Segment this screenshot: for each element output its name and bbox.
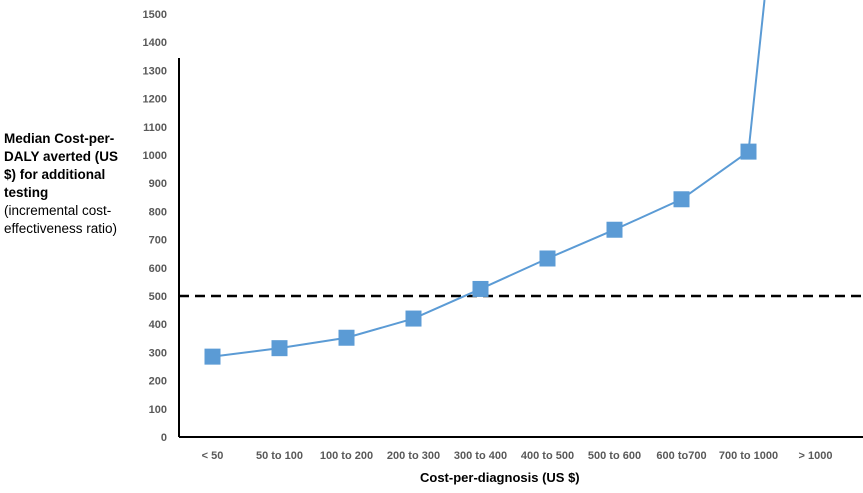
data-point (539, 250, 556, 267)
x-tick-label: 500 to 600 (588, 450, 641, 462)
y-tick-label: 700 (149, 235, 167, 247)
y-tick-label: 0 (161, 432, 167, 444)
data-point (740, 143, 757, 160)
x-tick-labels: < 50 50 to 100 100 to 200 200 to 300 300 to … (202, 450, 833, 462)
y-axis-label: Median Cost-per-DALY averted (US $) for … (4, 130, 122, 238)
y-axis-label-bold: Median Cost-per-DALY averted (US $) for … (4, 131, 119, 200)
series-line (212, 0, 766, 358)
x-tick-label: 400 to 500 (521, 450, 574, 462)
y-tick-label: 1500 (143, 9, 167, 21)
y-axis-label-normal: (incremental cost-effectiveness ratio) (4, 203, 118, 236)
x-tick-label: 600 to700 (656, 450, 706, 462)
y-tick-label: 600 (149, 263, 167, 275)
y-tick-label: 500 (149, 291, 167, 303)
y-tick-label: 1000 (143, 150, 167, 162)
y-tick-label: 900 (149, 178, 167, 190)
data-point (338, 329, 355, 346)
x-axis-label: Cost-per-diagnosis (US $) (420, 470, 580, 485)
data-markers (204, 143, 757, 365)
data-point (204, 348, 221, 365)
y-tick-label: 800 (149, 206, 167, 218)
x-tick-label: > 1000 (799, 450, 833, 462)
x-tick-label: 100 to 200 (320, 450, 373, 462)
x-tick-label: < 50 (202, 450, 224, 462)
x-tick-label: 300 to 400 (454, 450, 507, 462)
data-point (405, 310, 422, 327)
data-point (673, 191, 690, 208)
data-point (606, 221, 623, 238)
data-point (271, 340, 288, 357)
x-tick-label: 200 to 300 (387, 450, 440, 462)
y-tick-label: 1200 (143, 94, 167, 106)
x-tick-label: 50 to 100 (256, 450, 303, 462)
y-tick-label: 1300 (143, 65, 167, 77)
y-tick-labels: 0 100 200 300 400 500 600 700 800 900 1000 1100 1200… (143, 9, 167, 444)
y-tick-label: 100 (149, 404, 167, 416)
y-tick-label: 1400 (143, 37, 167, 49)
y-tick-label: 1100 (143, 122, 167, 134)
y-tick-label: 200 (149, 376, 167, 388)
y-tick-label: 400 (149, 319, 167, 331)
data-point (472, 280, 489, 297)
y-tick-label: 300 (149, 347, 167, 359)
x-tick-label: 700 to 1000 (719, 450, 778, 462)
